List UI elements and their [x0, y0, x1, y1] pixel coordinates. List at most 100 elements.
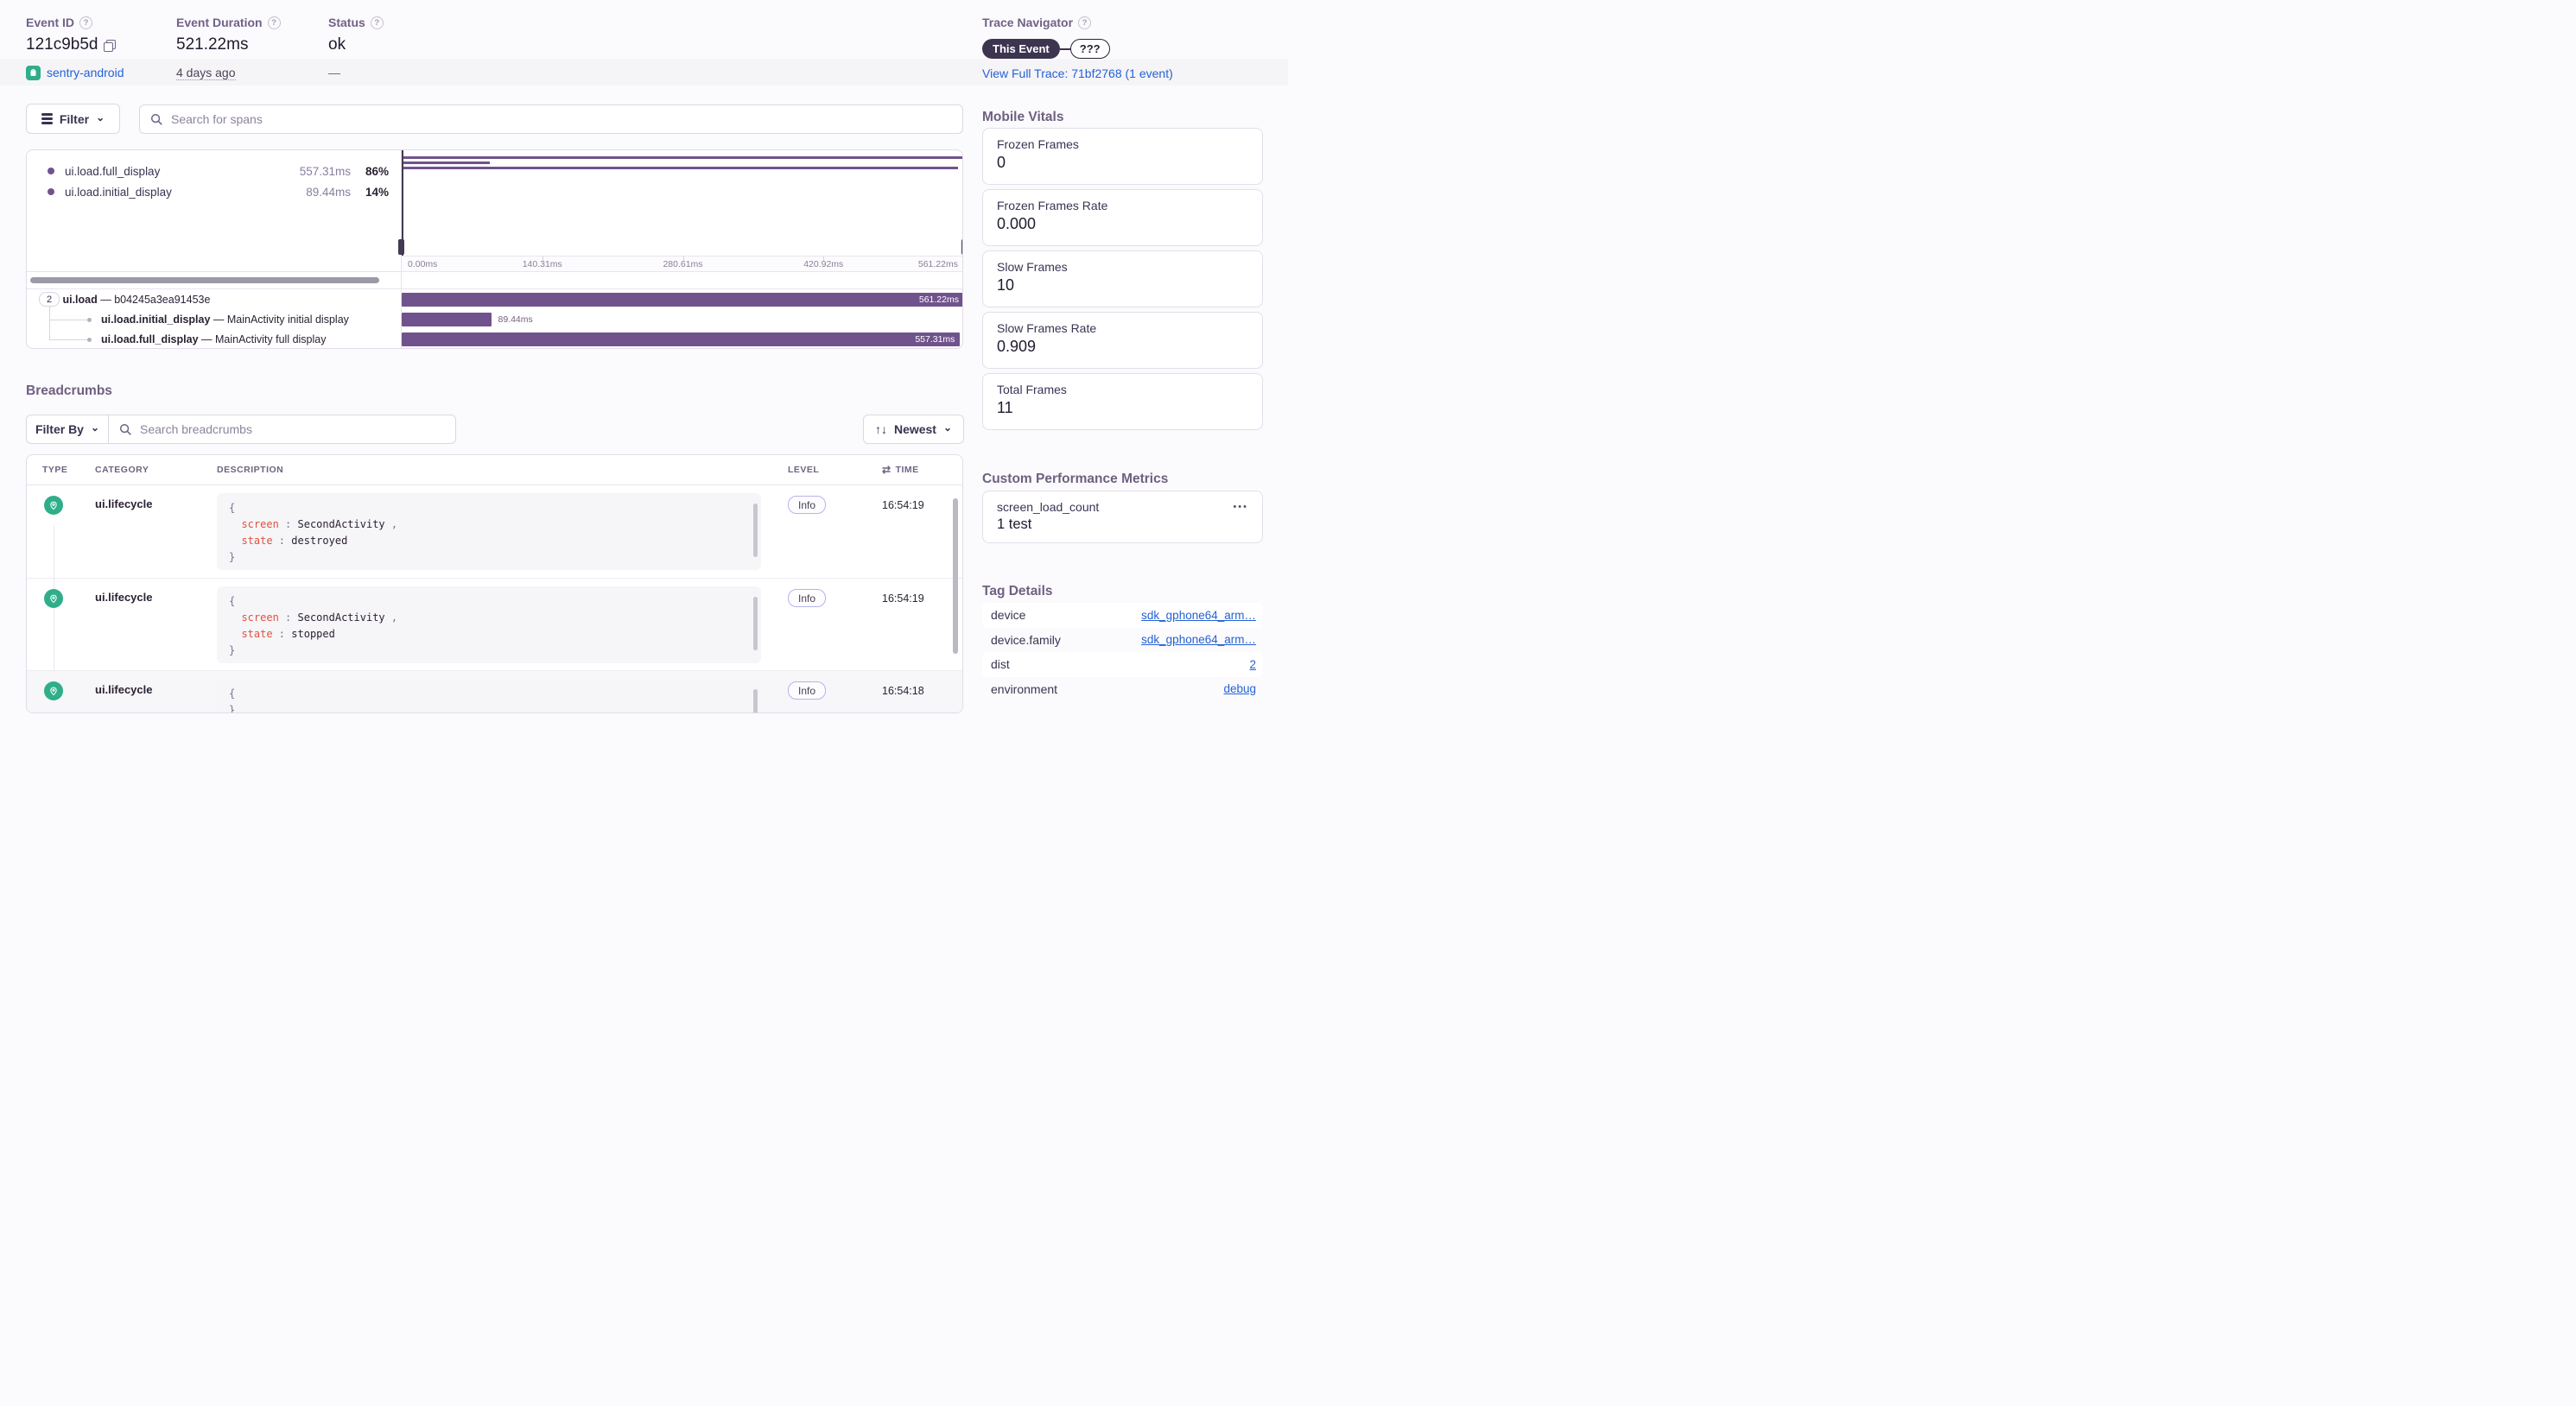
- breadcrumb-search-input[interactable]: [140, 422, 445, 436]
- tag-value-link[interactable]: 2: [1249, 657, 1256, 671]
- span-description: — MainActivity initial display: [210, 313, 349, 326]
- chevron-down-icon: ⌄: [96, 111, 105, 124]
- tag-row: environment debug: [982, 677, 1263, 702]
- tag-value-link[interactable]: sdk_gphone64_arm…: [1141, 633, 1256, 647]
- vital-value: 0.909: [997, 338, 1037, 355]
- span-op-name: ui.load.full_display: [101, 333, 199, 346]
- breadcrumb-description[interactable]: {}: [217, 679, 761, 712]
- breadcrumbs-title: Breadcrumbs: [26, 383, 112, 398]
- breadcrumb-category: ui.lifecycle: [95, 591, 153, 604]
- span-tree-row[interactable]: 2 ui.load — b04245a3ea91453e 561.22ms: [27, 289, 962, 309]
- span-legend-row[interactable]: ui.load.initial_display 89.44ms 14%: [27, 181, 401, 202]
- breadcrumb-description[interactable]: { screen : SecondActivity , state : dest…: [217, 493, 761, 570]
- status-column: Status ? ok: [328, 16, 384, 54]
- span-op-name: ui.load.full_display: [65, 164, 161, 178]
- span-duration-bar[interactable]: [402, 312, 492, 326]
- span-duration-bar[interactable]: 557.31ms: [402, 332, 961, 347]
- help-icon[interactable]: ?: [370, 16, 384, 29]
- breadcrumb-time: 16:54:19: [882, 592, 924, 605]
- vertical-scrollbar[interactable]: [953, 498, 958, 654]
- minimap-left-handle[interactable]: [398, 239, 404, 255]
- duration-label: Event Duration ?: [176, 16, 281, 29]
- breadcrumb-search[interactable]: [108, 415, 456, 444]
- axis-tick: [682, 256, 684, 261]
- minimap-right-handle[interactable]: [961, 239, 962, 255]
- project-link[interactable]: sentry-android: [47, 66, 124, 79]
- breadcrumb-row[interactable]: ui.lifecycle {} Info 16:54:18: [27, 670, 962, 712]
- code-scrollbar[interactable]: [753, 504, 758, 557]
- column-header-description[interactable]: DESCRIPTION: [217, 465, 284, 475]
- swap-icon: ⇄: [882, 464, 891, 476]
- span-children-count[interactable]: 2: [39, 292, 60, 307]
- vital-card: Slow Frames Rate 0.909: [982, 312, 1263, 369]
- span-description: — b04245a3ea91453e: [97, 293, 211, 306]
- location-pin-icon: [44, 589, 63, 608]
- span-legend-row[interactable]: ui.load.full_display 557.31ms 86%: [27, 161, 401, 181]
- column-header-time[interactable]: ⇄ TIME: [882, 464, 919, 476]
- custom-metric-value: 1 test: [997, 516, 1032, 532]
- filter-icon: [41, 113, 53, 124]
- breadcrumb-row[interactable]: ui.lifecycle { screen : SecondActivity , …: [27, 485, 962, 578]
- span-tree-row[interactable]: ui.load.initial_display — MainActivity i…: [27, 309, 962, 329]
- span-op-name: ui.load.initial_display: [101, 313, 211, 326]
- code-scrollbar[interactable]: [753, 689, 758, 712]
- vital-value: 0.000: [997, 215, 1037, 232]
- breadcrumb-category: ui.lifecycle: [95, 683, 153, 696]
- span-description: — MainActivity full display: [198, 333, 327, 346]
- trace-navigator-label: Trace Navigator ?: [982, 16, 1092, 29]
- vital-card: Frozen Frames 0: [982, 128, 1263, 185]
- code-scrollbar[interactable]: [753, 597, 758, 650]
- status-value: ok: [328, 35, 346, 54]
- vital-card: Slow Frames 10: [982, 250, 1263, 307]
- minimap-span-bar: [403, 167, 959, 169]
- breadcrumb-time: 16:54:19: [882, 499, 924, 511]
- tag-key: device: [991, 608, 1026, 623]
- breadcrumb-description[interactable]: { screen : SecondActivity , state : stop…: [217, 586, 761, 663]
- vital-label: Frozen Frames Rate: [997, 199, 1108, 212]
- vital-label: Slow Frames Rate: [997, 321, 1097, 335]
- event-id-label: Event ID ?: [26, 16, 115, 29]
- breadcrumbs-header: TYPE CATEGORY DESCRIPTION LEVEL ⇄ TIME: [27, 455, 962, 485]
- span-duration-label: 557.31ms: [915, 334, 955, 345]
- minimap-span-bar: [403, 162, 491, 164]
- tag-details-title: Tag Details: [982, 584, 1053, 598]
- event-id-value: 121c9b5d: [26, 35, 98, 54]
- event-age[interactable]: 4 days ago: [176, 65, 236, 80]
- horizontal-scrollbar[interactable]: [30, 277, 379, 283]
- column-header-type[interactable]: TYPE: [42, 465, 68, 475]
- breadcrumb-row[interactable]: ui.lifecycle { screen : SecondActivity , …: [27, 578, 962, 670]
- status-label: Status ?: [328, 16, 384, 29]
- breadcrumb-sort-button[interactable]: ↑↓ Newest ⌄: [863, 415, 964, 444]
- minimap-left-edge[interactable]: [402, 150, 403, 256]
- axis-tick-label: 280.61ms: [663, 259, 703, 269]
- column-header-level[interactable]: LEVEL: [788, 465, 820, 475]
- duration-column: Event Duration ? 521.22ms: [176, 16, 281, 54]
- span-minimap[interactable]: [398, 150, 963, 256]
- help-icon[interactable]: ?: [267, 16, 281, 29]
- help-icon[interactable]: ?: [79, 16, 93, 29]
- span-tree-row[interactable]: ui.load.full_display — MainActivity full…: [27, 330, 962, 348]
- this-event-pill[interactable]: This Event: [982, 39, 1060, 59]
- project-row: sentry-android: [26, 65, 124, 80]
- next-event-pill[interactable]: ???: [1069, 39, 1110, 59]
- breadcrumb-filter-button[interactable]: Filter By ⌄: [26, 415, 109, 444]
- duration-value: 521.22ms: [176, 35, 249, 54]
- minimap-right-edge[interactable]: [962, 150, 963, 256]
- custom-metrics-title: Custom Performance Metrics: [982, 472, 1169, 486]
- breadcrumbs-panel: TYPE CATEGORY DESCRIPTION LEVEL ⇄ TIME ui.lif…: [26, 454, 963, 713]
- column-header-category[interactable]: CATEGORY: [95, 465, 149, 475]
- search-icon: [150, 113, 162, 125]
- span-duration-bar[interactable]: 561.22ms: [402, 292, 962, 307]
- minimap-span-bar: [403, 156, 962, 159]
- tag-value-link[interactable]: sdk_gphone64_arm…: [1141, 608, 1256, 622]
- tag-value-link[interactable]: debug: [1223, 682, 1256, 696]
- breadcrumb-time: 16:54:18: [882, 685, 924, 697]
- span-filter-button[interactable]: Filter ⌄: [26, 104, 120, 134]
- copy-icon[interactable]: [104, 39, 117, 52]
- span-search-input[interactable]: [171, 112, 952, 126]
- view-full-trace-link[interactable]: View Full Trace: 71bf2768 (1 event): [982, 66, 1173, 80]
- span-search[interactable]: [139, 104, 963, 134]
- ellipsis-icon[interactable]: •••: [1233, 502, 1248, 512]
- tag-key: dist: [991, 657, 1010, 672]
- help-icon[interactable]: ?: [1078, 16, 1092, 29]
